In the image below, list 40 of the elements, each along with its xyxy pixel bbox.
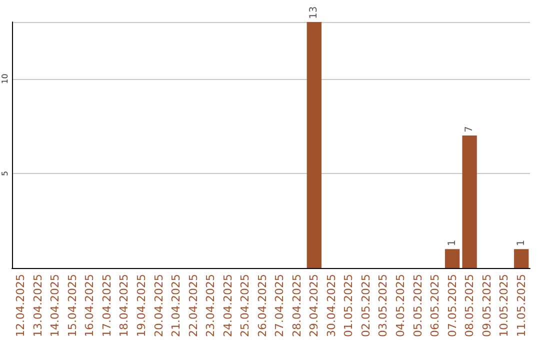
x-tick-label: 14.04.2025 [48, 274, 62, 338]
x-tick-label: 05.05.2025 [411, 274, 424, 338]
x-tick-label: 02.05.2025 [359, 274, 372, 338]
x-tick-label: 23.04.2025 [204, 274, 218, 338]
x-tick-label: 27.04.2025 [273, 274, 286, 338]
x-tick-label: 15.04.2025 [66, 274, 79, 338]
bar [444, 249, 460, 268]
data-label: 1 [446, 240, 458, 246]
x-tick-label: 21.04.2025 [170, 274, 183, 338]
x-tick-label: 24.04.2025 [221, 274, 234, 338]
x-tick-label: 11.05.2025 [514, 274, 528, 338]
x-tick-label: 28.04.2025 [290, 274, 304, 338]
x-tick-label: 19.04.2025 [135, 274, 148, 338]
x-tick-label: 08.05.2025 [463, 274, 476, 338]
x-tick-label: 20.04.2025 [152, 274, 166, 338]
x-tick-label: 13.04.2025 [31, 274, 44, 338]
y-tick-label: 5 [0, 170, 10, 176]
x-tick-label: 03.05.2025 [376, 274, 390, 338]
x-tick-label: 26.04.2025 [256, 274, 269, 338]
x-tick-label: 12.04.2025 [14, 274, 28, 338]
x-tick-label: 10.05.2025 [498, 274, 511, 338]
bar [462, 136, 477, 268]
x-tick-label: 07.05.2025 [446, 274, 459, 338]
x-tick-label: 18.04.2025 [118, 274, 131, 338]
x-tick-label: 30.04.2025 [324, 274, 338, 338]
x-tick-label: 06.05.2025 [428, 274, 442, 338]
y-tick-label: 10 [0, 74, 10, 84]
data-label: 13 [308, 6, 320, 19]
x-tick-label: 16.04.2025 [83, 274, 96, 338]
x-tick-label: 04.05.2025 [394, 274, 407, 338]
x-tick-label: 29.04.2025 [308, 274, 321, 338]
x-tick-label: 09.05.2025 [480, 274, 494, 338]
x-tick-label: 22.04.2025 [186, 274, 200, 338]
bar [306, 22, 322, 268]
data-label: 1 [516, 240, 527, 246]
x-tick-label: 25.04.2025 [238, 274, 252, 338]
bar [514, 249, 529, 268]
x-tick-label: 01.05.2025 [342, 274, 356, 338]
x-tick-label: 17.04.2025 [100, 274, 114, 338]
data-label: 7 [464, 126, 476, 133]
